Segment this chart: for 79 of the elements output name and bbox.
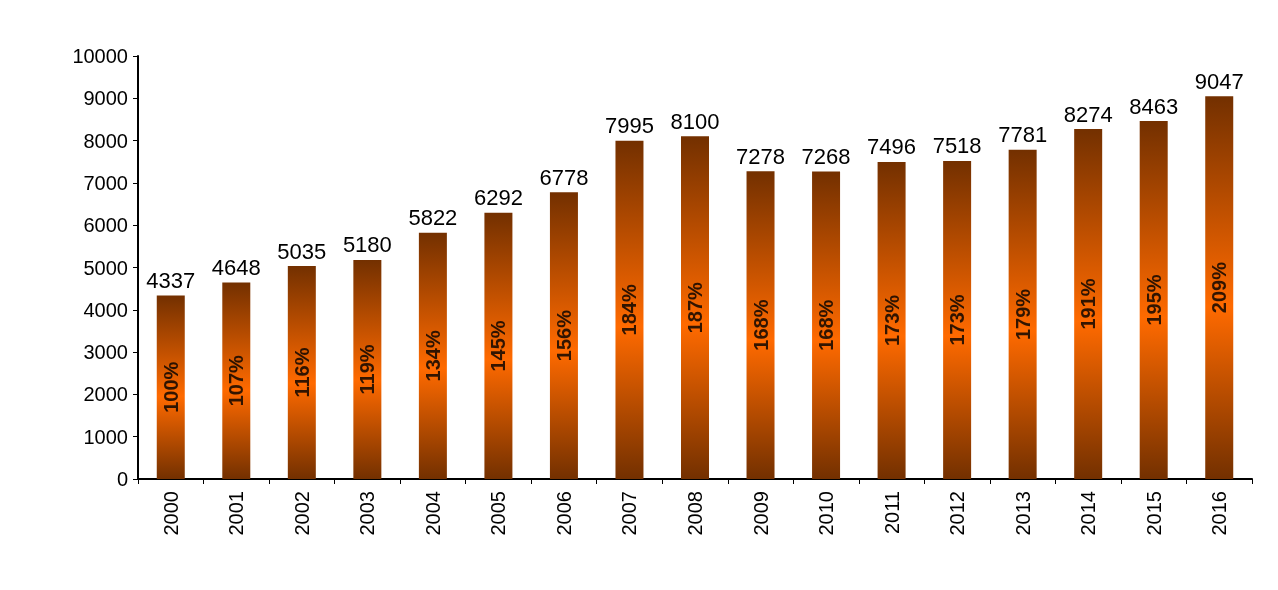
y-tick-label: 0 <box>116 468 128 490</box>
x-tick-label: 2012 <box>946 491 969 536</box>
bar <box>681 136 709 479</box>
x-tick-label: 2004 <box>421 491 444 536</box>
y-tick-label: 7000 <box>83 171 128 194</box>
data-label: 5822 <box>408 205 458 231</box>
data-label: 4648 <box>211 254 261 280</box>
annotation: 107% <box>225 354 248 407</box>
y-tick-label: 8000 <box>83 129 128 152</box>
bar <box>877 161 906 479</box>
data-label: 7781 <box>998 122 1048 148</box>
data-label: 4337 <box>146 268 196 294</box>
y-tick-label: 6000 <box>83 214 128 237</box>
y-tick-label: 2000 <box>83 383 128 406</box>
bar <box>287 266 316 479</box>
data-label: 7268 <box>801 144 851 170</box>
data-label: 8463 <box>1129 93 1179 119</box>
annotation: 145% <box>487 320 510 372</box>
y-tick-label: 3000 <box>83 341 128 364</box>
x-tick-label: 2010 <box>815 491 838 536</box>
data-label: 9047 <box>1194 68 1244 94</box>
bar <box>943 160 972 479</box>
x-tick-label: 2011 <box>880 491 903 535</box>
y-tick-label: 9000 <box>83 87 128 110</box>
annotation: 168% <box>749 299 772 351</box>
annotation: 173% <box>880 294 903 347</box>
bar <box>615 140 644 479</box>
x-tick-label: 2003 <box>356 491 379 536</box>
data-label: 7496 <box>867 134 917 160</box>
x-tick-label: 2002 <box>290 491 313 536</box>
y-tick-label: 4000 <box>83 298 128 321</box>
x-tick-label: 2015 <box>1142 491 1165 536</box>
data-label: 5180 <box>342 232 392 258</box>
data-label: 5035 <box>277 238 327 264</box>
data-label: 8100 <box>670 108 720 134</box>
data-label: 6292 <box>473 185 523 211</box>
y-tick-label: 10000 <box>72 45 128 67</box>
x-tick-label: 2006 <box>552 491 575 536</box>
x-tick-label: 2009 <box>749 491 772 536</box>
bar <box>418 232 447 479</box>
x-tick-label: 2000 <box>159 491 182 536</box>
bar <box>1008 149 1037 479</box>
data-label: 7518 <box>932 133 982 159</box>
annotation: 209% <box>1208 261 1231 314</box>
bar <box>1205 96 1234 479</box>
data-label: 7278 <box>736 143 786 169</box>
bar <box>156 295 185 479</box>
bar <box>353 259 382 479</box>
bar <box>812 171 841 479</box>
x-tick-label: 2014 <box>1077 491 1100 536</box>
y-tick-label: 5000 <box>83 256 128 279</box>
annotation: 187% <box>684 281 706 334</box>
x-tick-label: 2005 <box>487 491 510 536</box>
y-tick-label: 1000 <box>83 425 128 448</box>
bar <box>484 212 513 479</box>
annotation: 134% <box>421 330 444 382</box>
annotation: 116% <box>290 347 313 398</box>
annotation: 100% <box>159 361 182 413</box>
x-tick-label: 2016 <box>1208 491 1231 536</box>
data-label: 8274 <box>1063 101 1113 127</box>
x-tick-label: 2013 <box>1011 491 1034 536</box>
data-label: 6778 <box>539 164 589 190</box>
bar <box>1139 121 1168 479</box>
annotation: 179% <box>1011 288 1034 341</box>
annotation: 195% <box>1142 274 1165 326</box>
annotation: 191% <box>1077 278 1100 330</box>
annotation: 156% <box>552 309 575 362</box>
bar <box>1074 129 1103 479</box>
x-tick-label: 2007 <box>618 491 641 536</box>
annotation: 173% <box>946 294 969 346</box>
bar <box>222 282 251 479</box>
x-tick-label: 2008 <box>684 491 706 536</box>
annotation: 168% <box>815 299 838 351</box>
annotation: 184% <box>618 284 641 336</box>
bar <box>549 192 578 479</box>
annotation: 119% <box>356 344 379 395</box>
bar <box>746 171 775 479</box>
x-tick-label: 2001 <box>225 491 248 536</box>
data-label: 7995 <box>604 113 654 139</box>
